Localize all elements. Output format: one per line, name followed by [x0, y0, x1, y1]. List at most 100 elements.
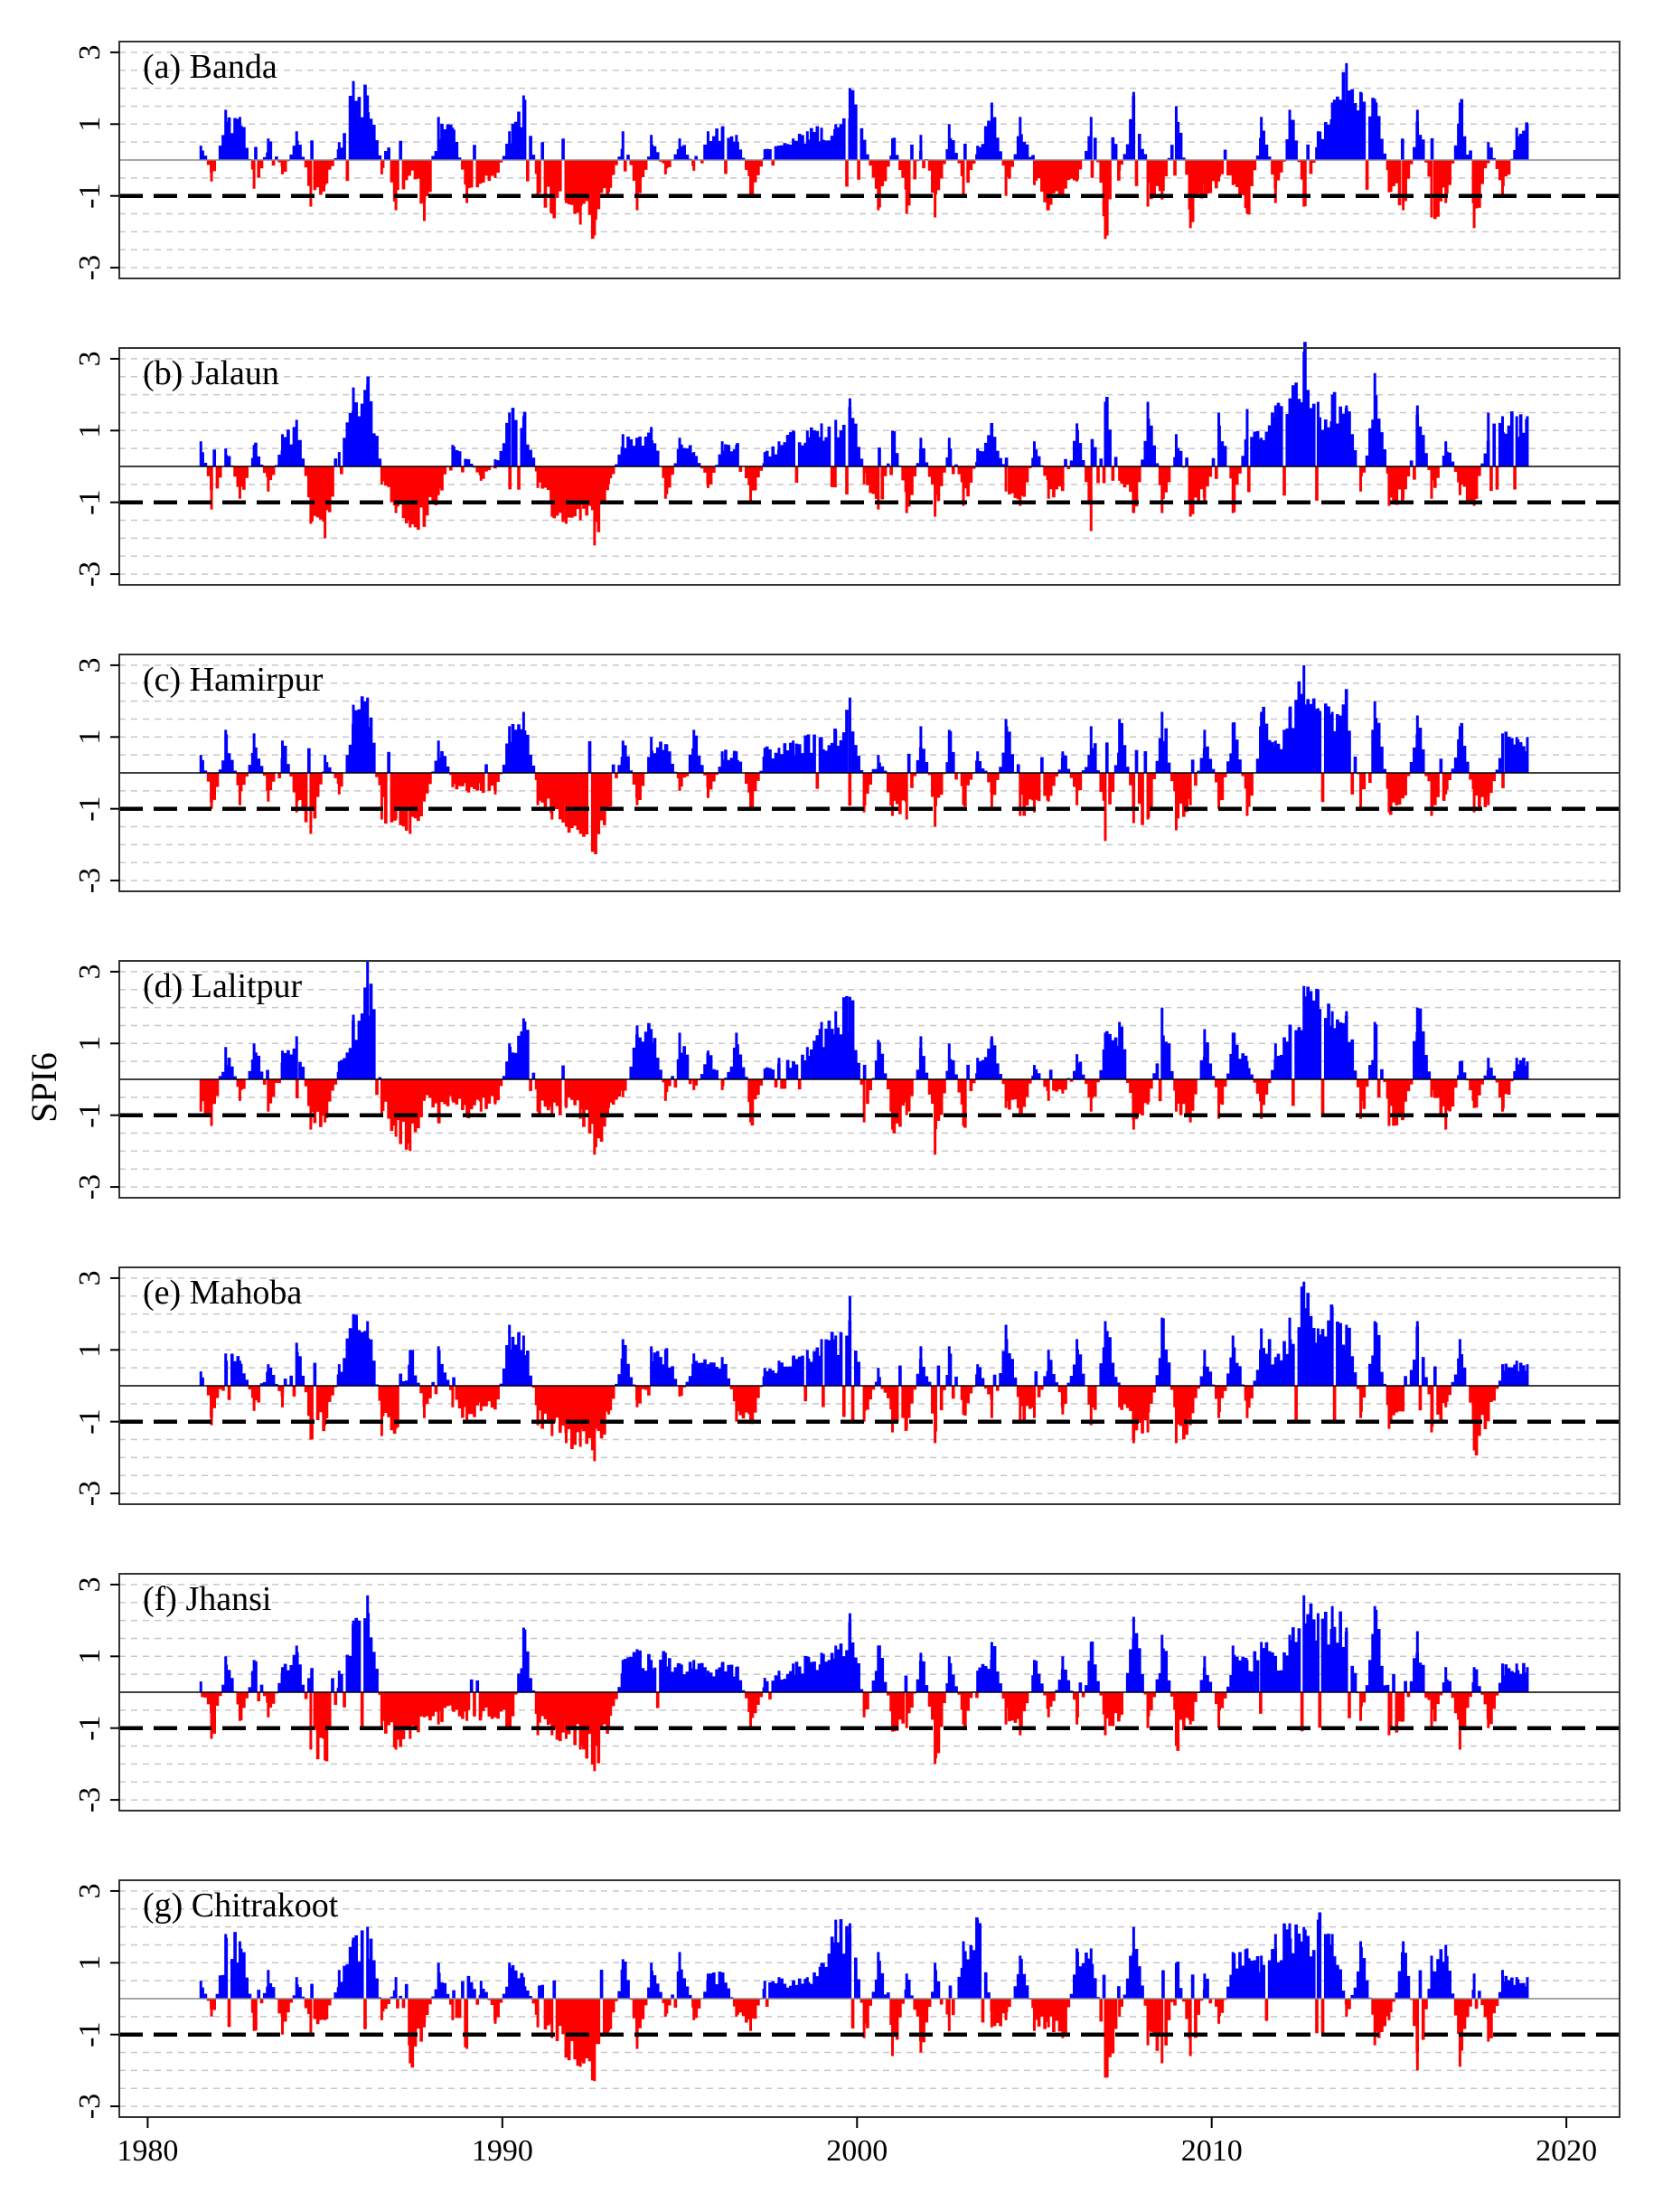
spi-bar-wet [354, 1934, 358, 1999]
spi-bar-wet [1093, 137, 1097, 160]
spi-bar-wet [1085, 1953, 1088, 1999]
spi-bar-wet [724, 749, 728, 773]
spi-bar-dry [540, 1386, 545, 1429]
spi-bar-wet [1320, 429, 1325, 466]
spi-bar-dry [1238, 466, 1242, 474]
spi-bar-dry [1492, 1692, 1497, 1709]
spi-bar-dry [866, 1386, 869, 1410]
spi-bar-wet [1311, 698, 1316, 773]
spi-bar-dry [1190, 466, 1195, 514]
spi-bar-dry [413, 160, 418, 180]
spi-bar-dry [275, 1079, 278, 1083]
x-tick-label: 1990 [472, 2134, 533, 2168]
spi-bar-dry [1276, 160, 1281, 181]
spi-bar-dry [201, 1692, 204, 1698]
spi-bar-dry [1013, 1079, 1018, 1100]
spi-bar-dry [315, 773, 320, 797]
spi-bar-dry [756, 1079, 760, 1096]
spi-bar-dry [461, 160, 465, 170]
spi-bar-wet [718, 767, 722, 773]
spi-bar-wet [289, 444, 294, 466]
spi-bar-wet [443, 1982, 447, 1999]
y-tick-label: -1 [73, 796, 107, 822]
panel-frame [118, 960, 1620, 1199]
spi-bar-dry [1025, 466, 1029, 483]
spi-bar-dry [490, 1386, 494, 1408]
spi-bar-wet [1513, 149, 1517, 160]
spi-bar-wet [830, 136, 834, 160]
spi-bar-wet [957, 1976, 962, 1999]
spi-bar-wet [797, 744, 802, 773]
spi-bar-wet [1087, 1661, 1092, 1692]
spi-bar-dry [490, 160, 494, 176]
spi-bar-dry [1008, 1692, 1011, 1722]
spi-bar-dry [570, 1692, 574, 1727]
spi-bar-wet [446, 766, 450, 773]
spi-bar-wet [632, 1047, 636, 1079]
spi-bar-wet [626, 155, 630, 160]
spi-bar-wet [981, 768, 985, 773]
spi-bar-wet [1113, 765, 1118, 773]
spi-bar-dry [304, 773, 308, 823]
spi-bar-wet [1327, 124, 1330, 160]
spi-bar-dry [765, 1999, 769, 2008]
spi-bar-dry [871, 466, 876, 494]
spi-bar-wet [1241, 1656, 1245, 1692]
spi-bar-wet [404, 1380, 409, 1386]
spi-bar-wet [1318, 711, 1322, 773]
spi-bar-wet [659, 1069, 662, 1079]
spi-bar-wet [951, 140, 955, 160]
spi-bar-dry [1388, 1692, 1393, 1727]
spi-bar-wet [1253, 431, 1257, 466]
spi-bar-wet [327, 767, 332, 773]
spi-bar-dry [641, 773, 645, 786]
spi-bar-dry [1489, 773, 1493, 794]
spi-bar-dry [922, 160, 925, 169]
spi-bar-wet [301, 1067, 305, 1079]
spi-bar-dry [1409, 1079, 1414, 1085]
spi-bar-dry [384, 1079, 388, 1102]
spi-bar-wet [1255, 1955, 1260, 1999]
spi-bar-wet [484, 1991, 488, 1999]
spi-bar-dry [638, 160, 642, 193]
spi-bar-wet [1453, 757, 1458, 773]
spi-bar-dry [1028, 773, 1032, 800]
spi-bar-dry [892, 1079, 897, 1134]
spi-bar-wet [1264, 431, 1269, 466]
spi-bar-dry [1362, 1079, 1367, 1109]
spi-bar-wet [298, 1356, 302, 1386]
spi-bar-dry [540, 1692, 545, 1717]
spi-bar-wet [1093, 1978, 1097, 1999]
spi-bar-wet [813, 1972, 816, 1999]
panel-chitrakoot: 31-1-3(g) Chitrakoot [73, 1879, 1620, 2119]
spi-bar-dry [1037, 1386, 1041, 1398]
spi-bar-dry [1158, 466, 1162, 485]
spi-bar-dry [416, 773, 420, 822]
spi-bar-dry [1409, 1999, 1414, 2000]
spi-bar-dry [1190, 1386, 1195, 1414]
spi-bar-wet [1309, 991, 1313, 1079]
spi-bar-wet [1323, 703, 1328, 773]
spi-bar-wet [443, 756, 447, 773]
spi-bar-wet [853, 1050, 858, 1079]
spi-bar-wet [1421, 1357, 1425, 1386]
panel-label: (d) Lalitpur [143, 967, 303, 1005]
spi-bar-dry [1282, 466, 1286, 496]
spi-bar-wet [1442, 456, 1446, 466]
spi-bar-dry [1397, 1386, 1402, 1412]
spi-bar-wet [257, 1055, 261, 1079]
spi-bar-wet [354, 1040, 358, 1079]
spi-bar-wet [839, 430, 843, 466]
spi-bar-dry [1451, 1692, 1455, 1699]
spi-bar-wet [201, 1987, 204, 1999]
spi-bar-wet [1383, 1685, 1387, 1692]
spi-bar-wet [1371, 419, 1375, 466]
spi-bar-wet [1336, 1321, 1339, 1386]
spi-bar-dry [1480, 1999, 1484, 2006]
spi-bar-wet [981, 1663, 985, 1692]
spi-bar-wet [822, 1653, 825, 1692]
spi-bar-wet [1504, 731, 1508, 773]
spi-bar-dry [1164, 1999, 1169, 2046]
spi-bar-wet [983, 770, 988, 773]
spi-bar-dry [384, 466, 388, 486]
